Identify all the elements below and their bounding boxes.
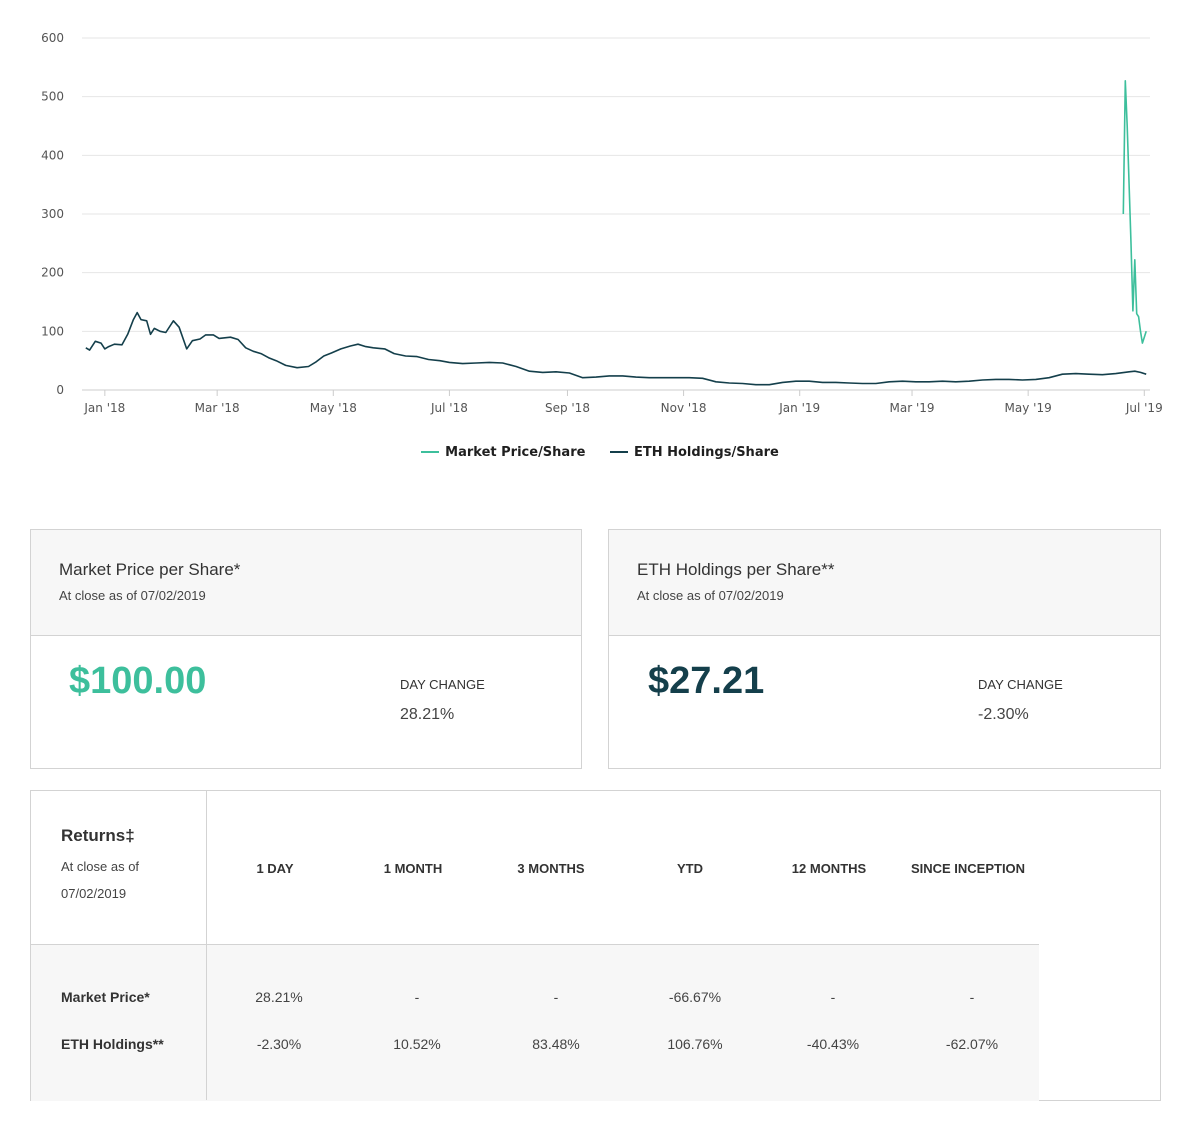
eth-holdings-card-subtitle: At close as of 07/02/2019 [637, 588, 784, 603]
eth-holdings-value: $27.21 [648, 660, 765, 702]
legend-swatch-market-price [421, 451, 440, 453]
x-tick-label-3: Jul '18 [430, 401, 468, 415]
column-header-12-months: 12 MONTHS [791, 861, 867, 876]
chart-legend: Market Price/Share ETH Holdings/Share [0, 442, 1200, 460]
eth-holdings-card-title: ETH Holdings per Share** [637, 560, 835, 579]
y-tick-label-600: 600 [41, 31, 64, 45]
row-label-market-price: Market Price* [61, 989, 150, 1005]
x-tick-label-0: Jan '18 [83, 401, 125, 415]
eth-holdings-card-header: ETH Holdings per Share** At close as of … [609, 530, 1160, 636]
returns-title: Returns‡ [61, 826, 135, 845]
x-tick-label-4: Sep '18 [545, 401, 590, 415]
price-chart: 0 100 200 300 400 500 600 Jan '18 Mar '18 May '1… [41, 31, 1163, 415]
eth-holdings-change-value: -2.30% [978, 706, 1029, 723]
column-header-since-inception: SINCE INCEPTION [910, 861, 1026, 876]
legend-label-eth-holdings: ETH Holdings/Share [633, 444, 779, 460]
market-price-card-subtitle: At close as of 07/02/2019 [59, 588, 206, 603]
market-price-card-title: Market Price per Share* [59, 560, 241, 579]
market-price-change-label: DAY CHANGE [400, 677, 485, 692]
column-header-1-month: 1 MONTH [383, 861, 443, 876]
returns-table: Returns‡ At close as of 07/02/2019 1 DAY… [30, 790, 1161, 1101]
series-line-eth-holdings [85, 311, 1147, 386]
eth-holdings-ytd: 106.76% [667, 1036, 723, 1052]
y-tick-label-400: 400 [41, 148, 64, 162]
market-price-1-month: - [414, 989, 420, 1005]
y-axis: 0 100 200 300 400 500 600 [41, 31, 64, 397]
x-axis: Jan '18 Mar '18 May '18 Jul '18 Sep '18 Nov '… [83, 390, 1163, 415]
x-tick-label-8: May '19 [1005, 401, 1052, 415]
y-tick-label-200: 200 [41, 266, 64, 280]
chart-grid [82, 37, 1150, 391]
eth-holdings-change-label: DAY CHANGE [978, 677, 1063, 692]
market-price-12-months: - [830, 989, 836, 1005]
returns-table-body [31, 944, 1039, 1101]
market-price-card: Market Price per Share* At close as of 0… [30, 529, 582, 769]
eth-holdings-3-months: 83.48% [532, 1036, 580, 1052]
market-price-ytd: -66.67% [668, 989, 722, 1005]
eth-holdings-1-month: 10.52% [393, 1036, 441, 1052]
eth-holdings-1-day: -2.30% [256, 1036, 302, 1052]
y-tick-label-100: 100 [41, 324, 64, 338]
y-tick-label-500: 500 [41, 90, 64, 104]
market-price-change-value: 28.21% [400, 706, 455, 723]
y-tick-label-0: 0 [56, 383, 64, 397]
x-tick-label-9: Jul '19 [1125, 401, 1163, 415]
market-price-card-header: Market Price per Share* At close as of 0… [31, 530, 581, 636]
legend-label-market-price: Market Price/Share [445, 444, 586, 460]
returns-subtitle: At close as of 07/02/2019 [61, 859, 140, 901]
series-line-market-price [1122, 80, 1147, 344]
column-header-ytd: YTD [677, 861, 703, 876]
column-header-3-months: 3 MONTHS [517, 861, 585, 876]
x-tick-label-5: Nov '18 [661, 401, 707, 415]
eth-holdings-card: ETH Holdings per Share** At close as of … [608, 529, 1161, 769]
legend-item-eth-holdings[interactable]: ETH Holdings/Share [609, 444, 779, 460]
market-price-since-inception: - [969, 989, 975, 1005]
row-label-eth-holdings: ETH Holdings** [61, 1036, 164, 1052]
x-tick-label-2: May '18 [310, 401, 357, 415]
market-price-1-day: 28.21% [255, 989, 303, 1005]
eth-holdings-12-months: -40.43% [806, 1036, 860, 1052]
eth-holdings-since-inception: -62.07% [945, 1036, 999, 1052]
x-tick-label-1: Mar '18 [195, 401, 240, 415]
market-price-value: $100.00 [69, 660, 207, 702]
market-price-3-months: - [553, 989, 559, 1005]
x-tick-label-7: Mar '19 [890, 401, 935, 415]
legend-swatch-eth-holdings [609, 451, 628, 453]
chart-series [85, 80, 1147, 386]
column-header-1-day: 1 DAY [256, 861, 294, 876]
returns-label-column [31, 791, 207, 1100]
legend-item-market-price[interactable]: Market Price/Share [421, 445, 585, 460]
x-tick-label-6: Jan '19 [778, 401, 820, 415]
y-tick-label-300: 300 [41, 207, 64, 221]
